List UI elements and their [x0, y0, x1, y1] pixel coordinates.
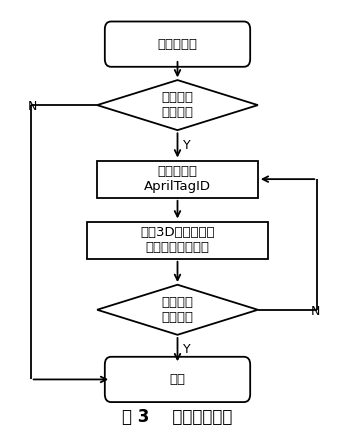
Polygon shape	[97, 80, 258, 130]
Text: 顾客选择
跟随模式: 顾客选择 跟随模式	[162, 91, 193, 119]
Bar	[87, 221, 268, 258]
Bar	[97, 161, 258, 198]
Polygon shape	[97, 285, 258, 335]
Text: Y: Y	[183, 139, 190, 152]
Text: Y: Y	[183, 344, 190, 356]
Text: 结束: 结束	[169, 373, 186, 386]
Text: 系统初始化: 系统初始化	[158, 37, 197, 51]
Text: 顾客是否
取消跟随: 顾客是否 取消跟随	[162, 296, 193, 324]
Text: 图 3    跟随模式流程: 图 3 跟随模式流程	[122, 408, 233, 426]
Text: 寻找顾客的
AprilTagID: 寻找顾客的 AprilTagID	[144, 165, 211, 193]
Text: 读取3D数据并转换
成驱动电机的转速: 读取3D数据并转换 成驱动电机的转速	[140, 226, 215, 254]
FancyBboxPatch shape	[105, 22, 250, 67]
Text: N: N	[311, 305, 320, 318]
Text: N: N	[28, 100, 37, 113]
FancyBboxPatch shape	[105, 357, 250, 402]
